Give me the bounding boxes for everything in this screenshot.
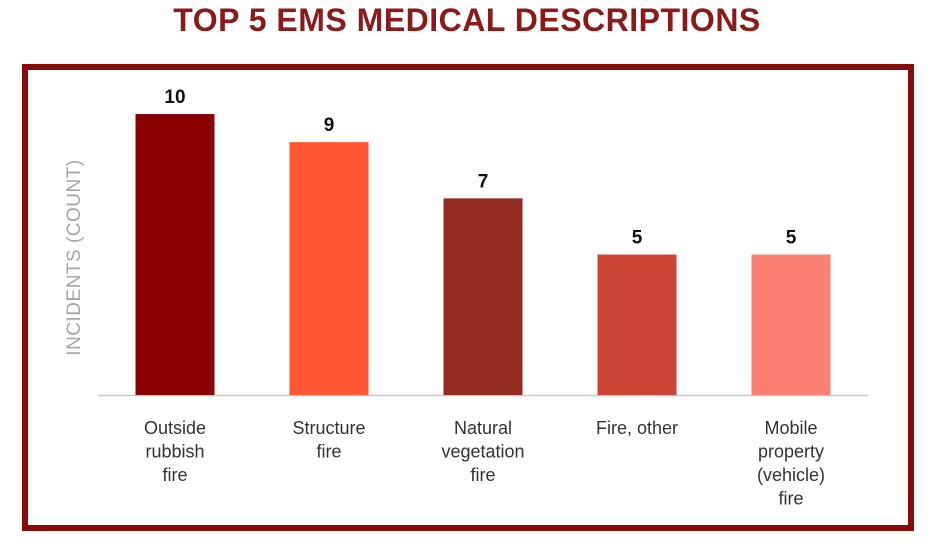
bars-group [135,114,831,396]
bar-1 [135,114,215,396]
y-axis-title: INCIDENTS (COUNT) [64,159,85,355]
bar-2 [289,142,369,395]
category-label-3: Natural vegetation fire [441,418,524,485]
chart-title: TOP 5 EMS MEDICAL DESCRIPTIONS [173,2,761,38]
value-label-4: 5 [632,228,643,249]
chart-frame: INCIDENTS (COUNT) 10 9 7 5 5 Outside rubbish f… [22,64,914,531]
value-label-3: 7 [478,171,489,192]
bar-3 [443,198,523,395]
category-label-5: Mobile property (vehicle) fire [757,418,825,509]
value-labels-group: 10 9 7 5 5 [164,87,796,248]
category-label-4: Fire, other [596,418,678,438]
category-labels-group: Outside rubbish fire Structure fire Natural ve… [144,418,825,509]
value-label-1: 10 [164,87,185,108]
category-label-2: Structure fire [292,418,365,462]
category-label-1: Outside rubbish fire [144,418,206,485]
bar-5 [751,254,831,395]
value-label-5: 5 [786,228,797,249]
bar-4 [597,254,677,395]
value-label-2: 9 [324,115,335,136]
bar-chart: INCIDENTS (COUNT) 10 9 7 5 5 Outside rubbish f… [64,87,868,509]
